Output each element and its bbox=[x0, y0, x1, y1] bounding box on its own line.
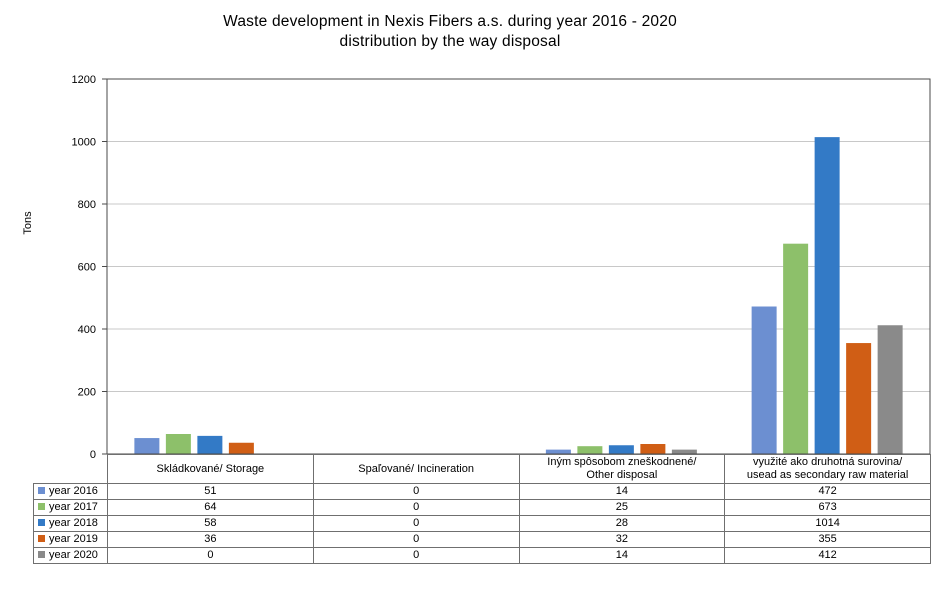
bar-year-2016-cat-1 bbox=[134, 438, 160, 454]
legend-swatch bbox=[38, 519, 45, 526]
y-tick-label-1200: 1200 bbox=[72, 74, 96, 86]
data-label: 0 bbox=[312, 547, 520, 564]
data-label: 14 bbox=[518, 547, 726, 564]
bar-year-2020-cat-3 bbox=[671, 449, 697, 454]
legend-swatch bbox=[38, 535, 45, 542]
category-label-line: Other disposal bbox=[586, 469, 658, 481]
legend-swatch bbox=[38, 503, 45, 510]
bar-year-2019-cat-1 bbox=[228, 442, 254, 454]
table-row: year 2017 64 0 25 673 bbox=[33, 499, 931, 516]
y-tick-label-1000: 1000 bbox=[72, 137, 96, 149]
legend-label: year 2019 bbox=[49, 533, 98, 545]
bar-year-2017-cat-1 bbox=[165, 434, 191, 454]
y-tick-label-600: 600 bbox=[78, 262, 96, 274]
legend-entry: year 2020 bbox=[33, 547, 108, 564]
legend-entry: year 2018 bbox=[33, 515, 108, 532]
data-label: 0 bbox=[107, 547, 314, 564]
data-label: 0 bbox=[312, 515, 520, 532]
data-label: 36 bbox=[107, 531, 314, 548]
bar-year-2018-cat-4 bbox=[814, 137, 840, 454]
data-label: 51 bbox=[107, 483, 314, 500]
bar-year-2016-cat-4 bbox=[751, 306, 777, 454]
legend-label: year 2016 bbox=[49, 485, 98, 497]
legend-entry: year 2017 bbox=[33, 499, 108, 516]
data-label: 472 bbox=[724, 483, 931, 500]
table-row: year 2018 58 0 28 1014 bbox=[33, 515, 931, 532]
table-row: year 2016 51 0 14 472 bbox=[33, 483, 931, 500]
category-label-4: využité ako druhotná surovina/usead as s… bbox=[724, 454, 931, 484]
bar-year-2018-cat-1 bbox=[197, 435, 223, 454]
bar-year-2019-cat-3 bbox=[640, 444, 666, 454]
legend-entry: year 2019 bbox=[33, 531, 108, 548]
category-label-1: Skládkované/ Storage bbox=[107, 454, 314, 484]
legend-label: year 2020 bbox=[49, 549, 98, 561]
data-label: 58 bbox=[107, 515, 314, 532]
data-label: 412 bbox=[724, 547, 931, 564]
chart-title-line-2: distribution by the way disposal bbox=[339, 33, 561, 50]
legend-entry: year 2016 bbox=[33, 483, 108, 500]
data-label: 25 bbox=[518, 499, 726, 516]
legend-swatch bbox=[38, 487, 45, 494]
data-label: 14 bbox=[518, 483, 726, 500]
data-label: 32 bbox=[518, 531, 726, 548]
category-label-line: usead as secondary raw material bbox=[746, 469, 909, 481]
legend-label: year 2018 bbox=[49, 517, 98, 529]
y-tick-label-400: 400 bbox=[78, 324, 96, 336]
data-label: 0 bbox=[312, 499, 520, 516]
bar-year-2020-cat-4 bbox=[877, 325, 903, 454]
bar-year-2018-cat-3 bbox=[608, 445, 634, 454]
category-label-3: Iným spôsobom zneškodnené/Other disposal bbox=[518, 454, 726, 484]
category-label-line: využité ako druhotná surovina/ bbox=[753, 456, 903, 468]
data-label: 673 bbox=[724, 499, 931, 516]
y-tick-label-200: 200 bbox=[78, 387, 96, 399]
legend-swatch bbox=[38, 551, 45, 558]
legend-label: year 2017 bbox=[49, 501, 98, 513]
chart-title-line-1: Waste development in Nexis Fibers a.s. d… bbox=[223, 13, 677, 30]
table-row: year 2019 36 0 32 355 bbox=[33, 531, 931, 548]
y-tick-label-800: 800 bbox=[78, 199, 96, 211]
category-label-line: Iným spôsobom zneškodnené/ bbox=[547, 456, 697, 468]
category-label-line: Spaľované/ Incineration bbox=[358, 462, 474, 475]
table-row: year 2020 0 0 14 412 bbox=[33, 547, 931, 564]
data-label: 28 bbox=[518, 515, 726, 532]
data-label: 0 bbox=[312, 531, 520, 548]
data-table: Skládkované/ Storage Spaľované/ Incinerat… bbox=[33, 454, 931, 564]
data-label: 64 bbox=[107, 499, 314, 516]
data-label: 0 bbox=[312, 483, 520, 500]
bar-year-2017-cat-3 bbox=[577, 446, 603, 454]
bar-year-2017-cat-4 bbox=[783, 243, 809, 454]
bar-year-2016-cat-3 bbox=[545, 449, 571, 454]
table-corner bbox=[33, 454, 108, 484]
bar-year-2019-cat-4 bbox=[846, 343, 872, 454]
chart-title: Waste development in Nexis Fibers a.s. d… bbox=[0, 12, 900, 52]
data-label: 355 bbox=[724, 531, 931, 548]
category-label-line: Skládkované/ Storage bbox=[156, 462, 265, 475]
category-label-2: Spaľované/ Incineration bbox=[312, 454, 520, 484]
data-label: 1014 bbox=[724, 515, 931, 532]
